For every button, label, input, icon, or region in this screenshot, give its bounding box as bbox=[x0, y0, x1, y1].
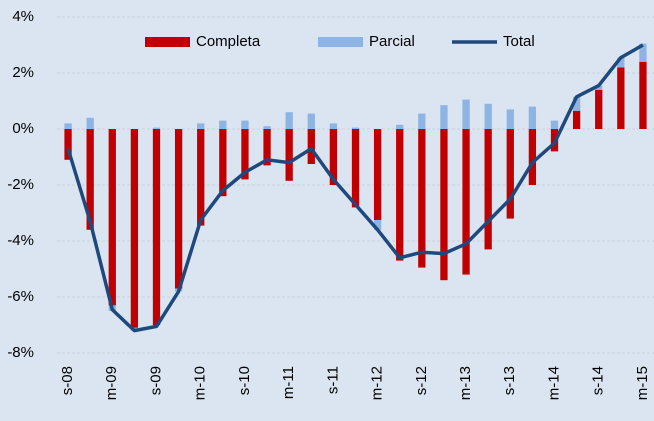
y-tick-label: 2% bbox=[12, 64, 34, 81]
bar bbox=[263, 129, 271, 166]
bar bbox=[418, 129, 426, 268]
bar bbox=[595, 85, 603, 90]
bar bbox=[130, 129, 139, 328]
bar bbox=[307, 129, 315, 164]
legend-swatch bbox=[145, 37, 190, 47]
bar bbox=[152, 127, 161, 129]
bar bbox=[307, 113, 315, 129]
legend-label: Parcial bbox=[369, 33, 415, 50]
bar bbox=[64, 129, 72, 160]
x-tick-label: m-14 bbox=[545, 366, 562, 400]
bar bbox=[418, 113, 426, 129]
bar bbox=[197, 123, 205, 129]
y-tick-label: -6% bbox=[7, 288, 34, 305]
bar bbox=[285, 129, 293, 181]
y-tick-label: -2% bbox=[7, 176, 34, 193]
bar bbox=[373, 129, 382, 220]
x-tick-label: m-15 bbox=[634, 366, 651, 400]
bar bbox=[528, 106, 537, 129]
bar bbox=[351, 127, 360, 129]
y-tick-label: -8% bbox=[7, 344, 34, 361]
bar bbox=[351, 129, 360, 208]
bar bbox=[484, 129, 492, 250]
legend-swatch bbox=[318, 37, 363, 47]
x-tick-label: m-09 bbox=[103, 366, 120, 400]
legend-label: Total bbox=[503, 33, 535, 50]
line bbox=[66, 43, 644, 333]
bar bbox=[595, 89, 603, 129]
x-tick-label: s-09 bbox=[147, 366, 164, 395]
bar bbox=[572, 110, 581, 129]
x-tick-label: m-13 bbox=[457, 366, 474, 400]
x-tick-label: m-11 bbox=[280, 366, 297, 399]
y-tick-label: -4% bbox=[7, 232, 34, 249]
bar bbox=[639, 61, 647, 129]
bar bbox=[440, 129, 448, 281]
bar bbox=[86, 117, 94, 129]
bar bbox=[528, 129, 537, 185]
bar bbox=[285, 112, 293, 129]
bar bbox=[484, 103, 492, 129]
x-tick-label: s-11 bbox=[324, 366, 341, 394]
bar bbox=[440, 105, 448, 129]
x-tick-label: s-13 bbox=[501, 366, 518, 395]
bar bbox=[108, 129, 116, 306]
x-tick-label: s-12 bbox=[413, 366, 430, 395]
bar bbox=[572, 96, 581, 111]
x-tick-label: s-10 bbox=[236, 366, 253, 395]
bar bbox=[506, 109, 514, 129]
x-tick-label: s-14 bbox=[590, 366, 607, 395]
bar bbox=[617, 67, 625, 129]
bar bbox=[329, 129, 338, 185]
bar bbox=[241, 129, 249, 180]
x-tick-label: m-10 bbox=[192, 366, 209, 400]
x-tick-label: m-12 bbox=[369, 366, 386, 400]
y-tick-label: 0% bbox=[12, 120, 34, 137]
bar bbox=[373, 220, 382, 230]
bar bbox=[219, 129, 227, 197]
y-tick-label: 4% bbox=[12, 8, 34, 25]
bar bbox=[506, 129, 514, 219]
x-tick-label: s-08 bbox=[59, 366, 76, 395]
bar bbox=[152, 129, 161, 325]
bar bbox=[396, 129, 404, 261]
bar bbox=[174, 129, 183, 289]
bar bbox=[617, 57, 625, 68]
bar bbox=[462, 129, 470, 275]
bar bbox=[64, 123, 72, 129]
bar bbox=[197, 129, 205, 226]
bar bbox=[241, 120, 249, 129]
bar bbox=[263, 126, 271, 129]
legend-label: Completa bbox=[196, 33, 261, 50]
bar bbox=[550, 120, 559, 129]
bar bbox=[396, 124, 404, 129]
bar bbox=[329, 123, 338, 129]
bar bbox=[219, 120, 227, 129]
bar bbox=[462, 99, 470, 129]
bar bbox=[639, 43, 647, 62]
bar bbox=[86, 129, 94, 230]
